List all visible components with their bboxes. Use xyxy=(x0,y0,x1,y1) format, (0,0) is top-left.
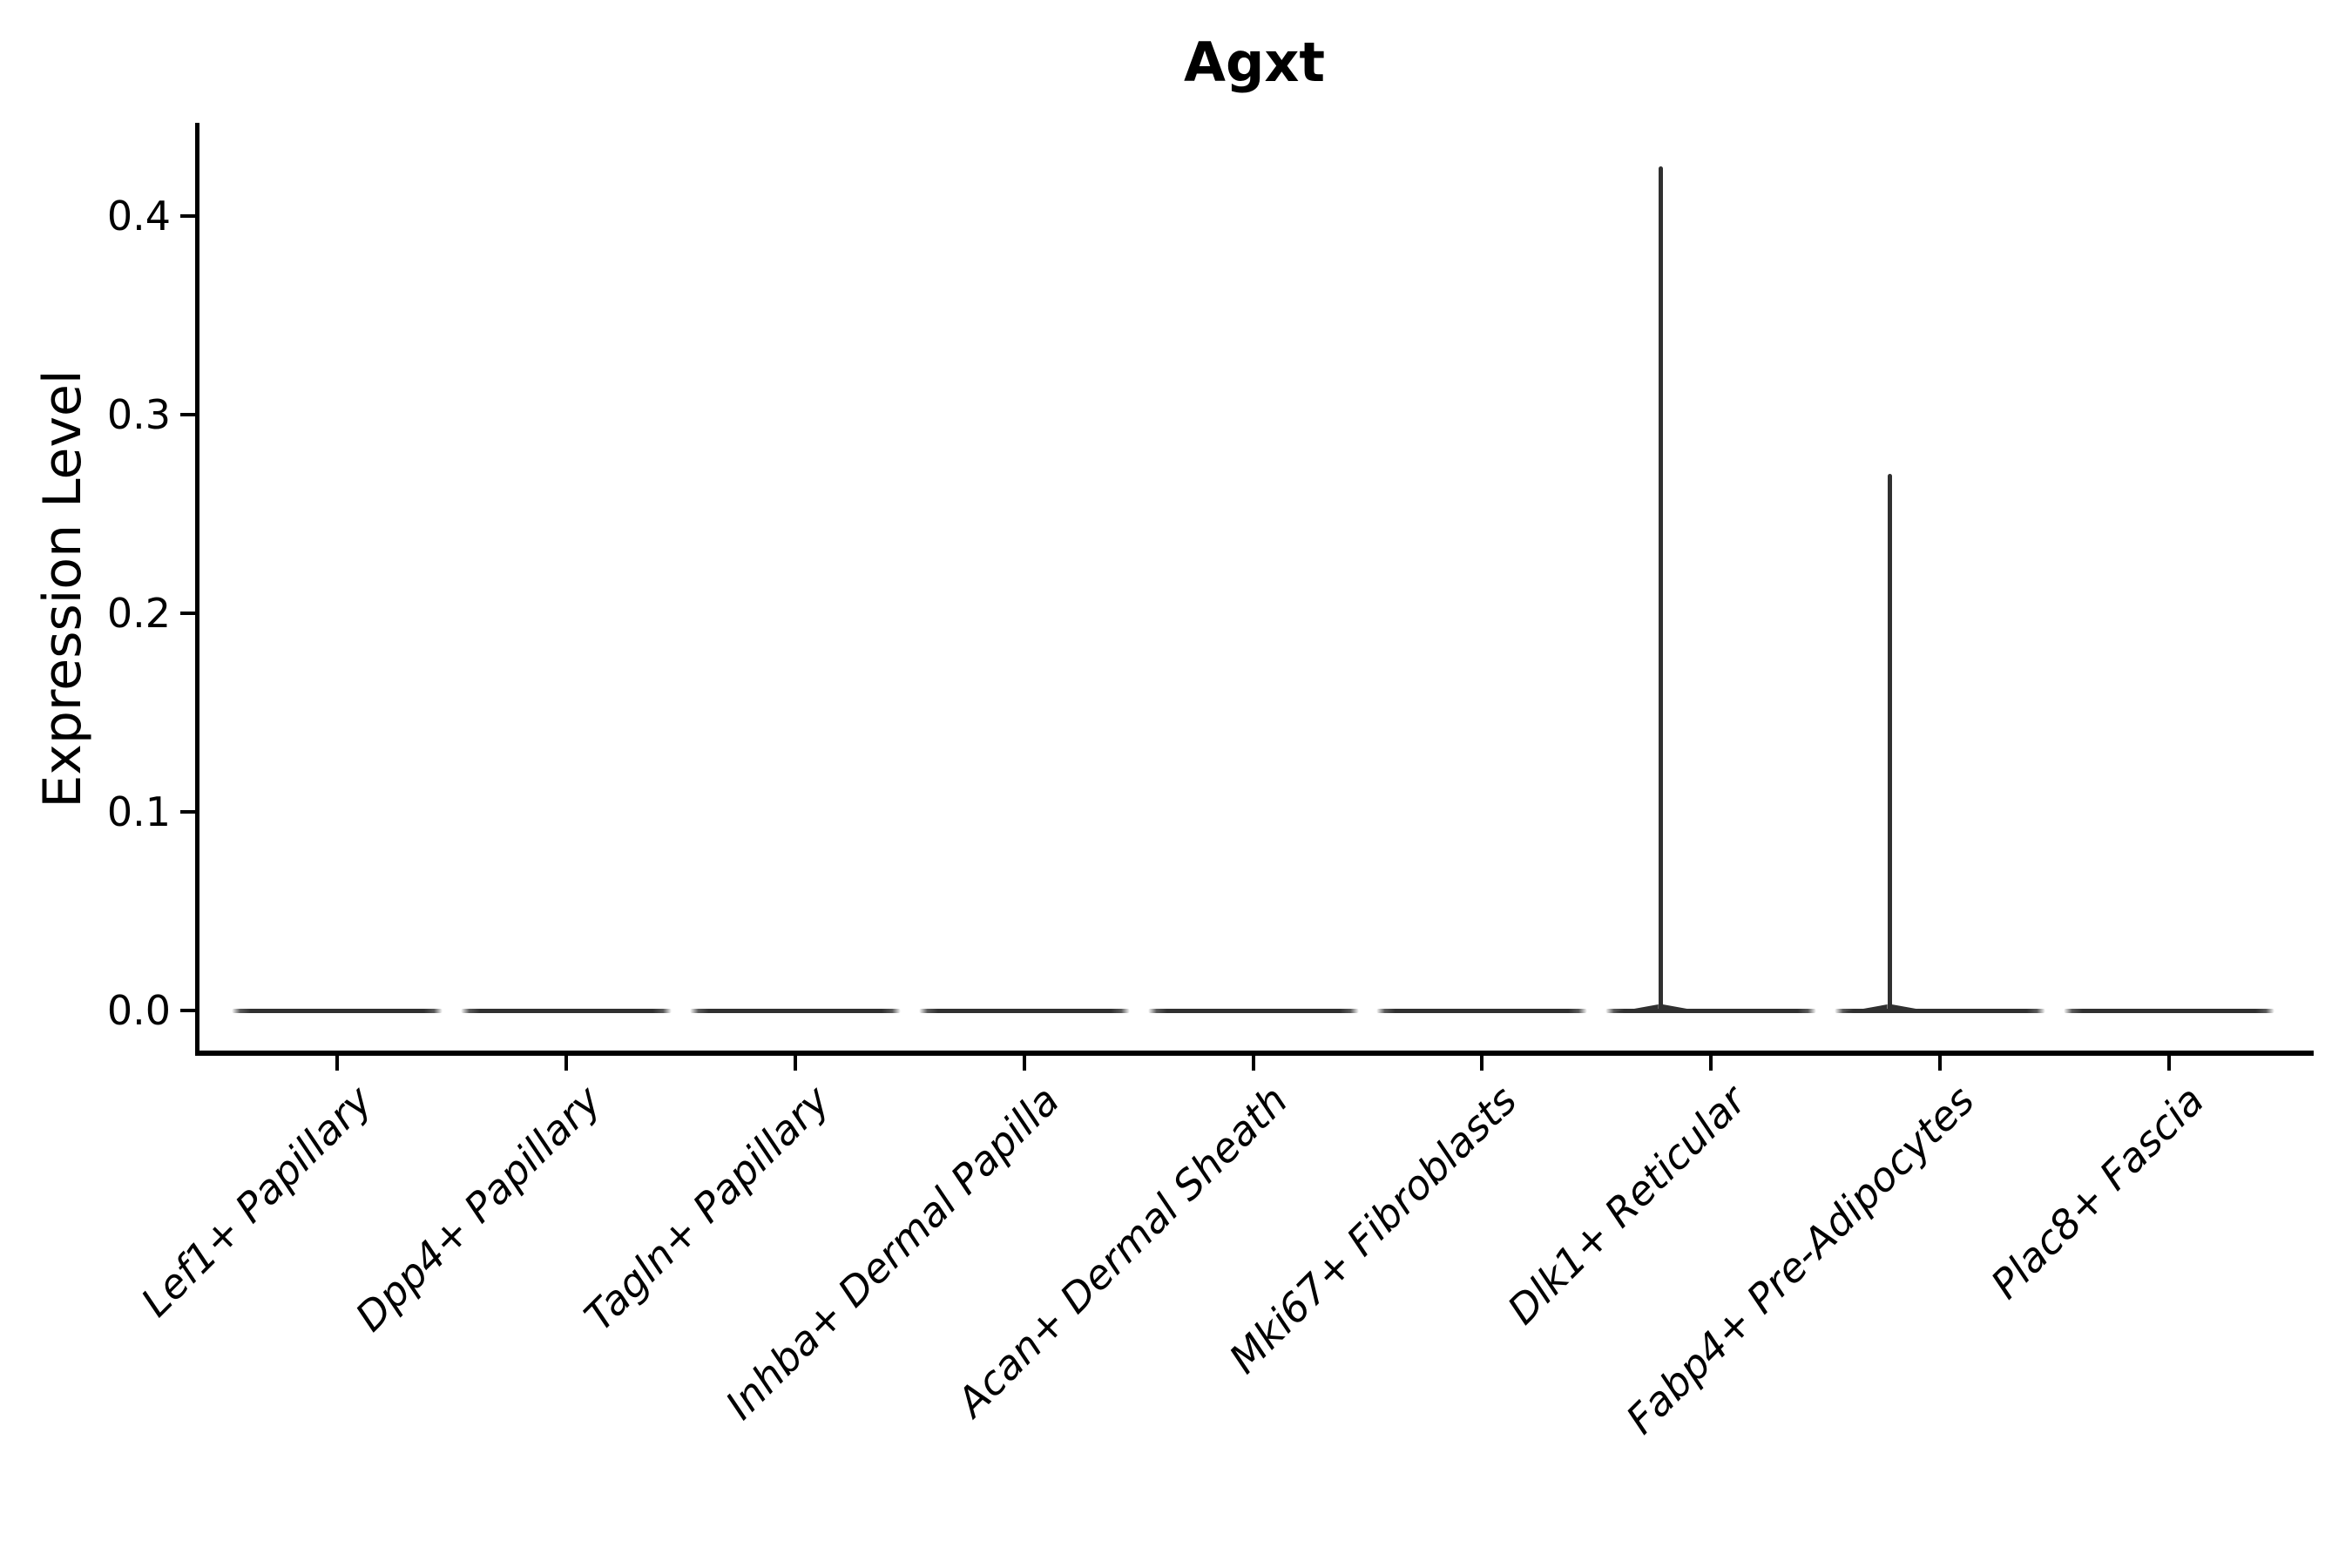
x-tick-label: Tagln+ Papillary xyxy=(575,1076,839,1341)
x-axis-spine xyxy=(195,1051,2314,1056)
y-tick-mark xyxy=(180,1009,195,1012)
y-tick-label: 0.4 xyxy=(106,192,171,240)
x-tick-mark xyxy=(335,1056,339,1071)
x-tick-mark xyxy=(564,1056,568,1071)
chart-title: Agxt xyxy=(1184,30,1325,94)
violin-spike-base-left xyxy=(1614,1004,1659,1012)
y-tick-mark xyxy=(180,809,195,814)
y-tick-label: 0.1 xyxy=(106,787,171,835)
violin-body xyxy=(460,1008,672,1013)
violin-body xyxy=(918,1008,1130,1013)
violin-body xyxy=(1147,1008,1359,1013)
y-tick-mark xyxy=(180,611,195,615)
x-tick-mark xyxy=(1938,1056,1943,1071)
y-tick-mark xyxy=(180,213,195,218)
x-tick-label: Lef1+ Papillary xyxy=(132,1076,382,1326)
violin-body xyxy=(1605,1008,1817,1013)
violin-density-spike xyxy=(1658,166,1663,1010)
y-axis-spine xyxy=(195,123,199,1056)
y-tick-mark xyxy=(180,412,195,416)
x-tick-mark xyxy=(1480,1056,1484,1071)
x-tick-label: Dlk1+ Reticular xyxy=(1497,1076,1755,1334)
violin-body xyxy=(689,1008,901,1013)
violin-spike-base-right xyxy=(1891,1004,1936,1012)
x-tick-mark xyxy=(793,1056,797,1071)
violin-body xyxy=(1835,1008,2046,1013)
violin-density-spike xyxy=(1887,474,1892,1010)
y-tick-label: 0.0 xyxy=(106,987,171,1034)
x-tick-mark xyxy=(2167,1056,2171,1071)
y-tick-label: 0.3 xyxy=(106,390,171,438)
x-tick-mark xyxy=(1709,1056,1713,1071)
violin-spike-base-left xyxy=(1843,1004,1888,1012)
violin-spike-base-right xyxy=(1662,1004,1707,1012)
x-tick-label: Plac8+ Fascia xyxy=(1981,1076,2213,1308)
x-tick-mark xyxy=(1251,1056,1255,1071)
y-axis-label: Expression Level xyxy=(32,369,93,808)
violin-body xyxy=(2064,1008,2274,1013)
violin-body xyxy=(232,1008,443,1013)
x-tick-label: Dpp4+ Papillary xyxy=(346,1076,610,1341)
y-tick-label: 0.2 xyxy=(106,589,171,637)
x-tick-mark xyxy=(1022,1056,1026,1071)
violin-body xyxy=(1376,1008,1588,1013)
